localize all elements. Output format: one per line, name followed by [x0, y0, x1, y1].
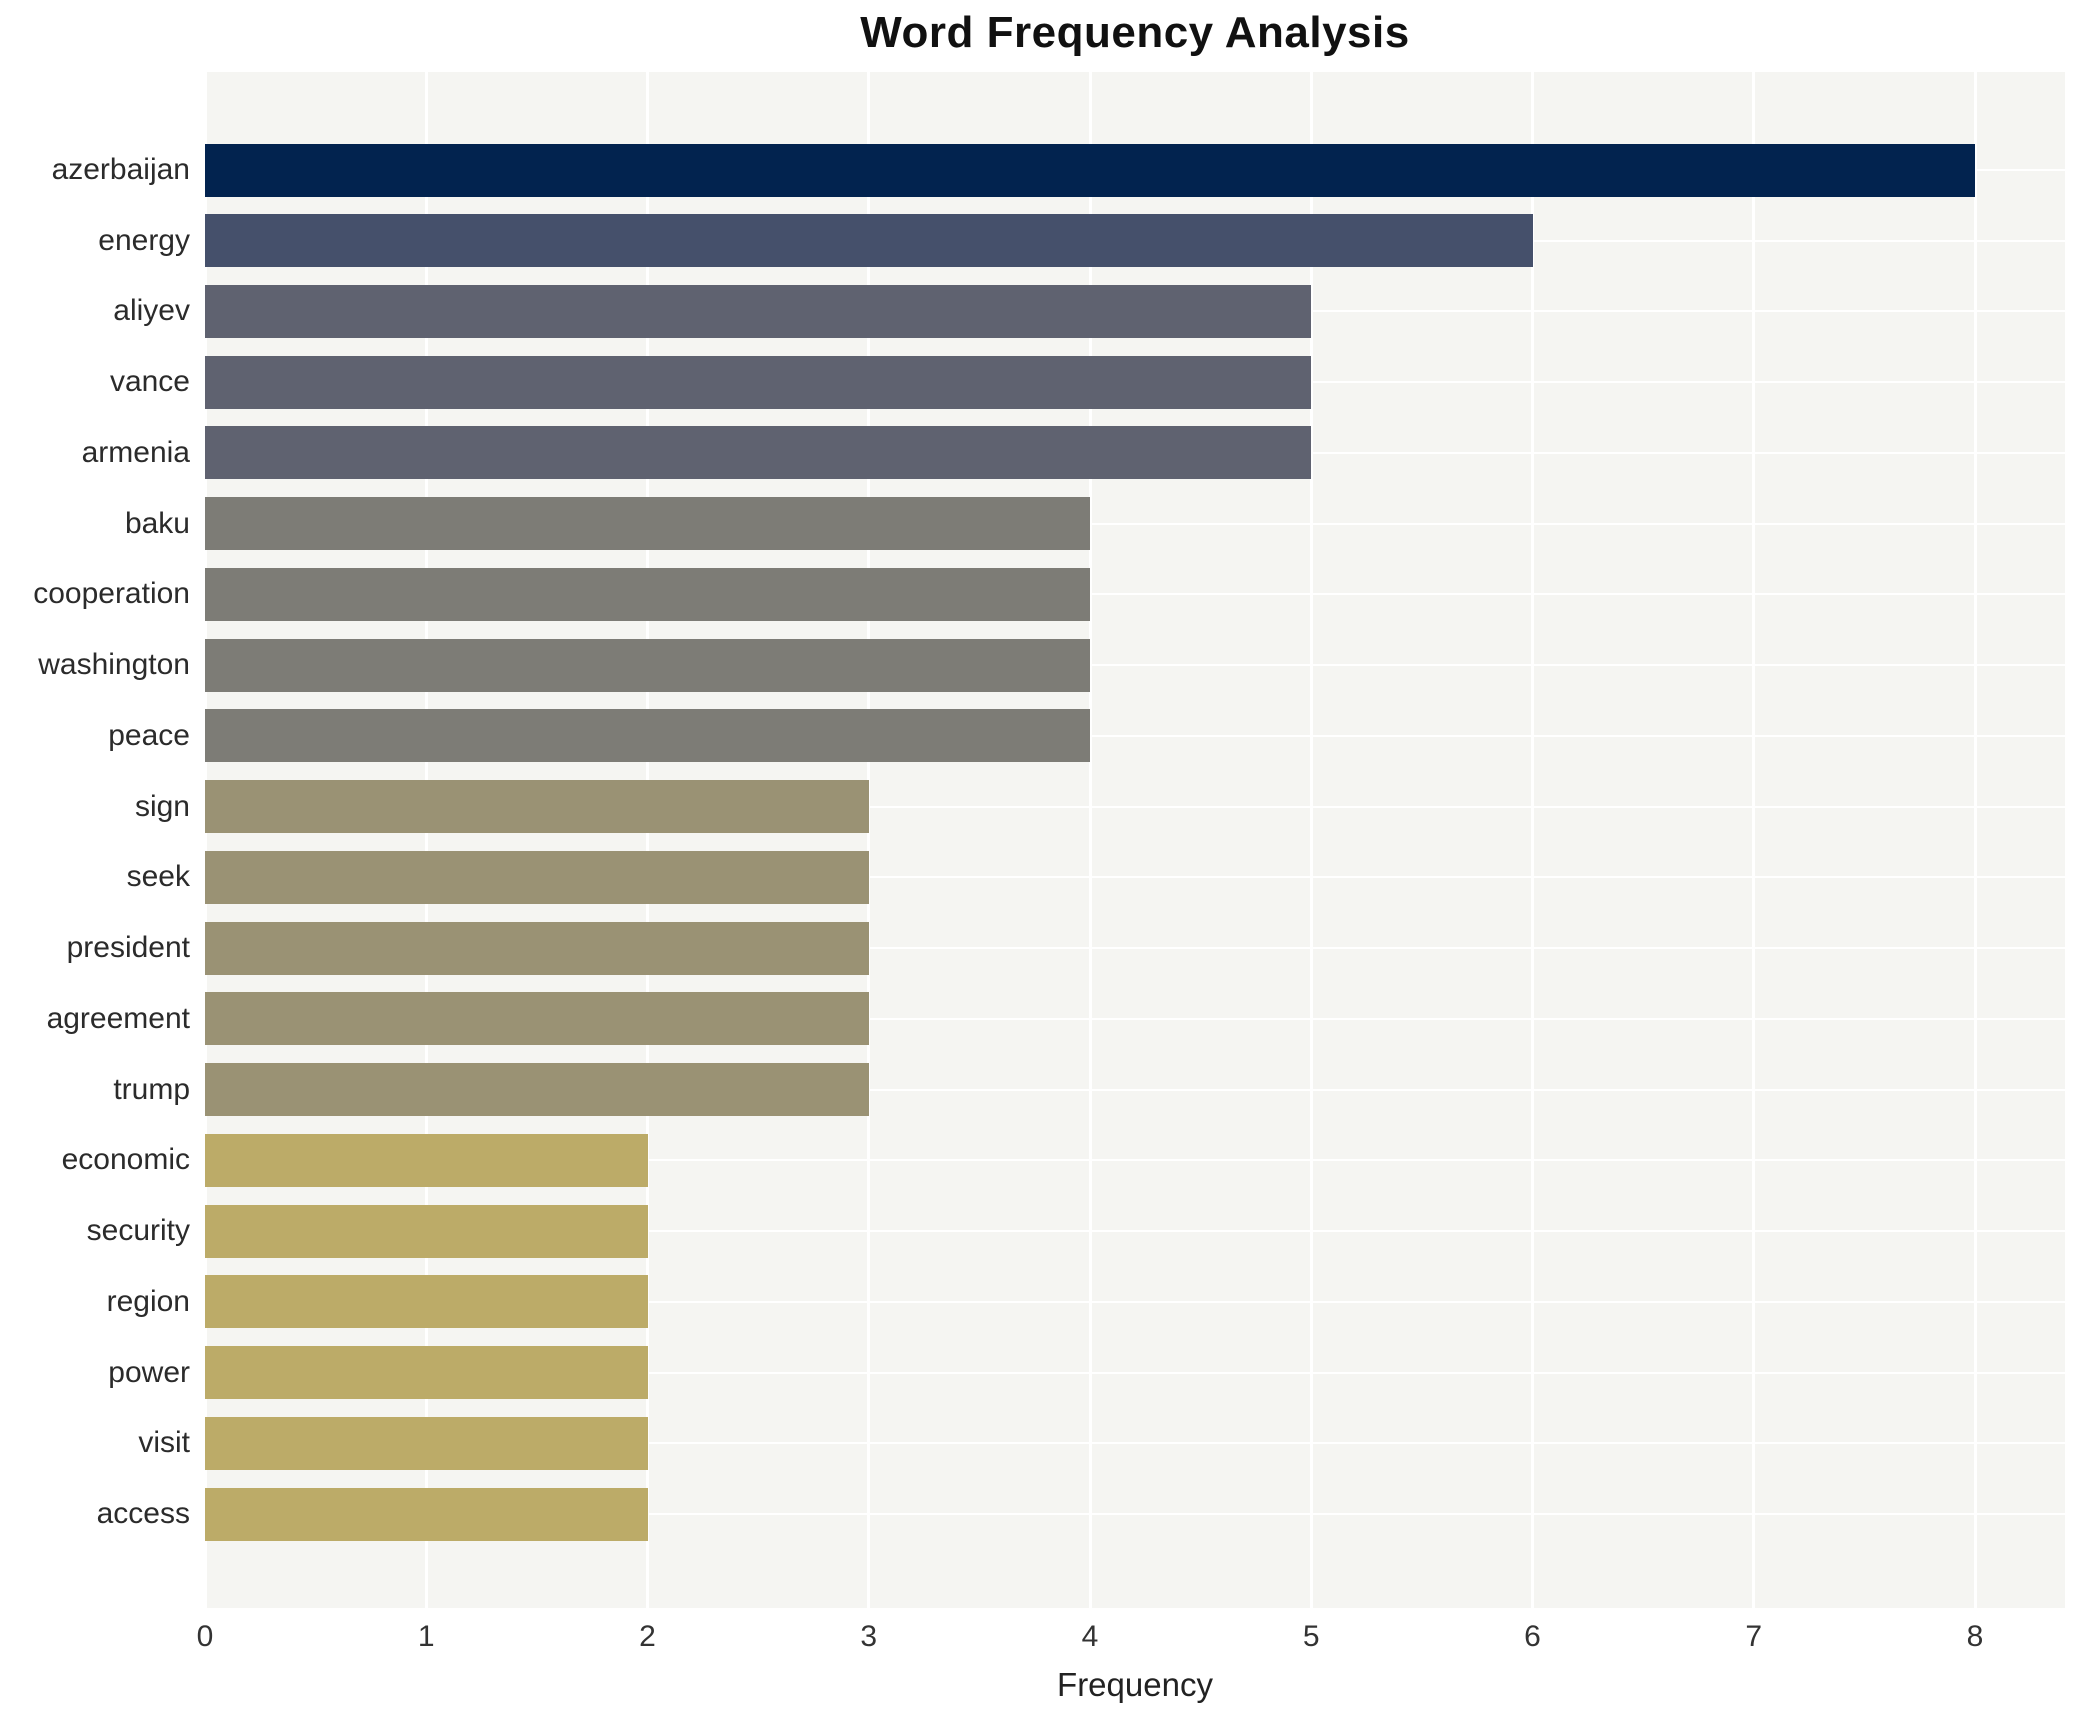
x-tick-label: 0	[196, 1620, 214, 1653]
x-tick-label: 6	[1524, 1620, 1541, 1653]
bar-energy	[205, 214, 1533, 268]
bar-cooperation	[205, 567, 1090, 621]
category-label-baku: baku	[124, 506, 190, 540]
y-gridline	[205, 1159, 2065, 1162]
category-label-visit: visit	[138, 1426, 190, 1460]
y-gridline	[205, 734, 2065, 737]
y-gridline	[205, 1300, 2065, 1303]
y-axis-category-labels: azerbaijan energy aliyev vance armenia baku co…	[0, 72, 190, 1608]
x-tick-label: 8	[1966, 1620, 1984, 1653]
y-gridline	[205, 1088, 2065, 1091]
x-gridline	[1309, 72, 1313, 1608]
bar-access	[205, 1487, 648, 1541]
y-gridline	[205, 664, 2065, 667]
x-gridline	[1088, 72, 1092, 1608]
x-axis-ticks: 0 1 2 3 4 5 6 7 8	[197, 1620, 2065, 1660]
category-label-agreement: agreement	[46, 1001, 190, 1035]
x-axis-label: Frequency	[1057, 1666, 1213, 1703]
bar-azerbaijan	[205, 143, 1975, 197]
category-label-cooperation: cooperation	[33, 577, 190, 611]
x-gridline	[867, 72, 871, 1608]
category-label-aliyev: aliyev	[113, 294, 190, 328]
bar-seek	[205, 850, 869, 904]
category-label-armenia: armenia	[81, 435, 190, 469]
x-tick-label: 2	[639, 1620, 656, 1653]
bar-baku	[205, 497, 1090, 551]
x-tick-label: 3	[860, 1620, 878, 1653]
bar-president	[205, 921, 869, 975]
bar-economic	[205, 1133, 648, 1187]
category-label-seek: seek	[126, 860, 190, 894]
y-gridline	[205, 1442, 2065, 1445]
x-gridline	[424, 72, 428, 1608]
category-label-region: region	[106, 1284, 190, 1318]
category-label-vance: vance	[109, 365, 190, 399]
category-label-access: access	[96, 1497, 190, 1531]
bar-security	[205, 1204, 648, 1258]
bar-peace	[205, 709, 1090, 763]
bar-armenia	[205, 426, 1312, 480]
bar-washington	[205, 638, 1090, 692]
x-tick-label: 5	[1302, 1620, 1320, 1653]
x-gridline	[1752, 72, 1756, 1608]
y-gridline	[205, 1513, 2065, 1516]
y-gridline	[205, 1017, 2065, 1020]
bar-power	[205, 1346, 648, 1400]
category-label-president: president	[66, 931, 190, 965]
category-label-azerbaijan: azerbaijan	[51, 153, 190, 186]
bar-visit	[205, 1416, 648, 1470]
bar-trump	[205, 1063, 869, 1117]
y-gridline	[205, 1230, 2065, 1233]
x-gridline	[1973, 72, 1977, 1608]
category-label-washington: washington	[38, 648, 190, 682]
x-tick-label: 4	[1081, 1620, 1099, 1653]
x-tick-label: 7	[1745, 1620, 1763, 1653]
y-gridline	[205, 593, 2065, 596]
category-label-energy: energy	[98, 223, 190, 257]
y-gridline	[205, 805, 2065, 808]
y-gridline	[205, 1371, 2065, 1374]
category-label-economic: economic	[61, 1143, 190, 1177]
bar-agreement	[205, 992, 869, 1046]
bar-aliyev	[205, 284, 1312, 338]
chart-title: Word Frequency Analysis	[860, 8, 1410, 57]
y-gridline	[205, 876, 2065, 879]
category-label-peace: peace	[108, 718, 190, 752]
x-tick-label: 1	[417, 1620, 435, 1653]
x-gridline	[203, 72, 207, 1608]
bar-region	[205, 1275, 648, 1329]
x-gridline	[646, 72, 649, 1608]
bar-sign	[205, 780, 869, 834]
category-label-power: power	[108, 1355, 190, 1389]
category-label-security: security	[86, 1214, 190, 1248]
bar-vance	[205, 355, 1312, 409]
y-gridline	[205, 947, 2065, 950]
plot-area	[203, 72, 2065, 1608]
category-label-sign: sign	[134, 789, 190, 823]
x-gridline	[1531, 72, 1534, 1608]
y-gridline	[205, 522, 2065, 525]
category-label-trump: trump	[113, 1072, 190, 1106]
